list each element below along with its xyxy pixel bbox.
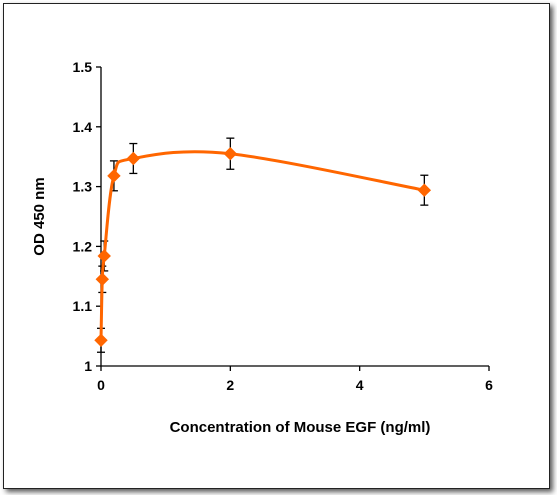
data-point — [126, 151, 141, 166]
y-tick-label: 1.1 — [73, 298, 93, 314]
data-point — [94, 333, 108, 347]
x-tick-label: 0 — [97, 377, 105, 393]
y-tick-label: 1 — [84, 358, 92, 374]
error-bars — [97, 137, 429, 353]
chart-svg: 1 1.1 1.2 1.3 1.4 1.5 0 2 4 6 Concentration of Mo… — [31, 59, 494, 436]
x-tick-label: 2 — [226, 377, 234, 393]
y-tick-label: 1.5 — [73, 59, 93, 75]
y-axis-title: OD 450 nm — [31, 177, 48, 255]
data-markers — [94, 147, 432, 347]
data-point — [97, 249, 111, 263]
data-point — [95, 272, 110, 286]
axes: 1 1.1 1.2 1.3 1.4 1.5 0 2 4 6 — [73, 59, 494, 393]
chart-frame: 1 1.1 1.2 1.3 1.4 1.5 0 2 4 6 Concentration of Mo… — [3, 3, 550, 489]
data-point — [223, 147, 238, 161]
y-tick-label: 1.4 — [73, 119, 93, 135]
data-point — [417, 183, 432, 197]
y-tick-label: 1.3 — [73, 179, 93, 195]
x-axis-title: Concentration of Mouse EGF (ng/ml) — [170, 419, 431, 436]
x-tick-label: 6 — [485, 377, 493, 393]
x-tick-label: 4 — [356, 377, 364, 393]
data-point — [107, 169, 121, 183]
series-curve — [99, 150, 425, 341]
y-tick-label: 1.2 — [73, 238, 93, 254]
